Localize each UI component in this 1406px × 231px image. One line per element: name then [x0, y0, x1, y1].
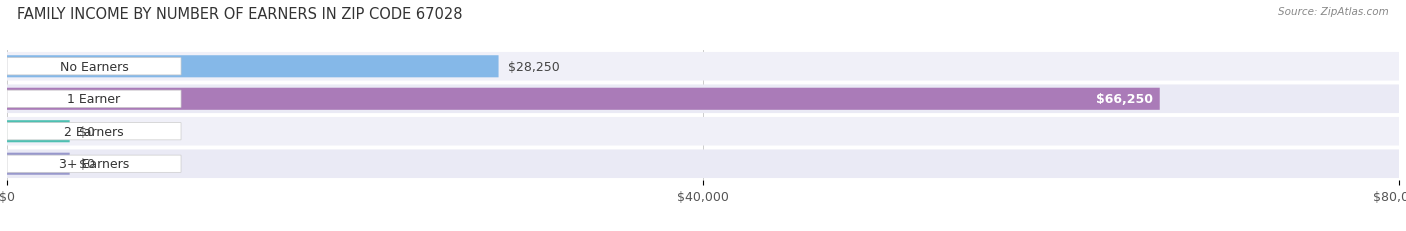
FancyBboxPatch shape	[7, 150, 1399, 178]
FancyBboxPatch shape	[7, 155, 181, 173]
Text: $0: $0	[79, 125, 96, 138]
FancyBboxPatch shape	[7, 53, 1399, 81]
Text: 1 Earner: 1 Earner	[67, 93, 121, 106]
Text: $0: $0	[79, 158, 96, 170]
Text: 3+ Earners: 3+ Earners	[59, 158, 129, 170]
FancyBboxPatch shape	[7, 85, 1399, 114]
FancyBboxPatch shape	[7, 58, 181, 76]
Text: $28,250: $28,250	[509, 61, 560, 73]
Text: 2 Earners: 2 Earners	[65, 125, 124, 138]
FancyBboxPatch shape	[7, 88, 1160, 110]
Text: $66,250: $66,250	[1095, 93, 1153, 106]
FancyBboxPatch shape	[7, 121, 70, 143]
FancyBboxPatch shape	[7, 123, 181, 140]
FancyBboxPatch shape	[7, 117, 1399, 146]
Text: FAMILY INCOME BY NUMBER OF EARNERS IN ZIP CODE 67028: FAMILY INCOME BY NUMBER OF EARNERS IN ZI…	[17, 7, 463, 22]
FancyBboxPatch shape	[7, 91, 181, 108]
Text: Source: ZipAtlas.com: Source: ZipAtlas.com	[1278, 7, 1389, 17]
Text: No Earners: No Earners	[59, 61, 128, 73]
FancyBboxPatch shape	[7, 56, 499, 78]
FancyBboxPatch shape	[7, 153, 70, 175]
